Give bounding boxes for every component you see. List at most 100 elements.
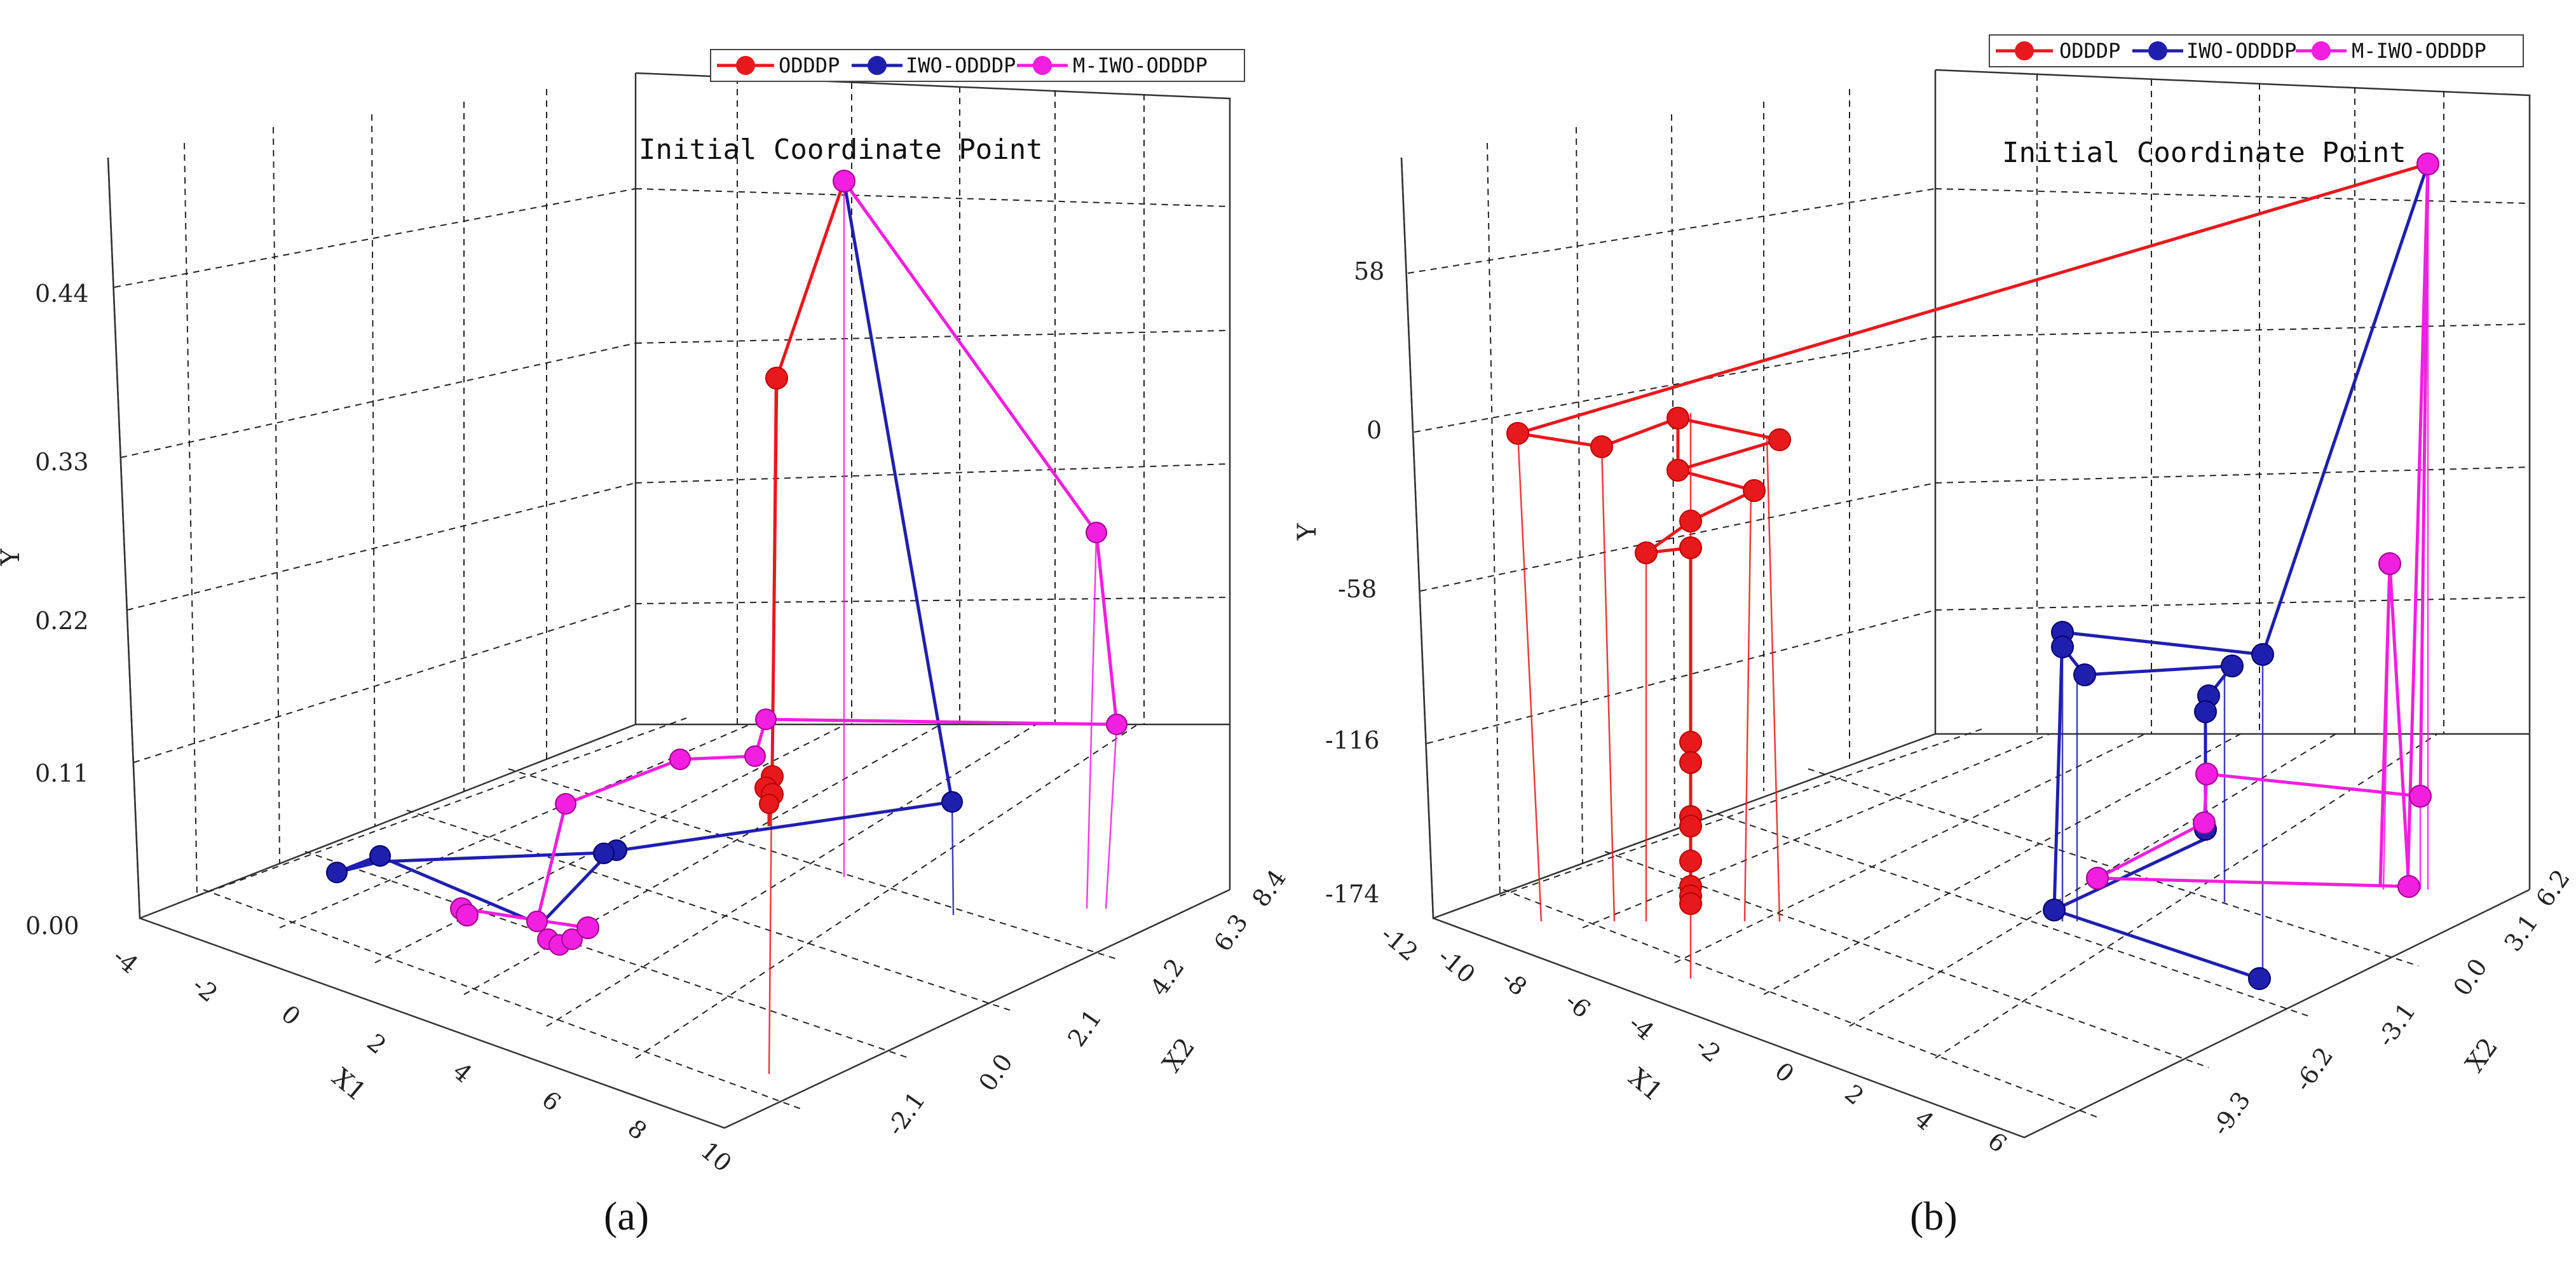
data-point xyxy=(561,928,583,950)
chart-line xyxy=(1400,157,1435,919)
chart-line xyxy=(371,114,376,827)
x2-tick: 0.0 xyxy=(973,1048,1018,1096)
series-line xyxy=(2050,163,2430,980)
chart-line xyxy=(1600,444,1616,922)
series-line xyxy=(2052,632,2064,911)
series-line xyxy=(767,180,846,826)
chart-line xyxy=(1763,733,2241,995)
data-point xyxy=(759,794,779,814)
chart-line xyxy=(1516,431,1543,922)
panel-b-drop-lines xyxy=(1516,164,2429,979)
x1-axis-title: X1 xyxy=(327,1062,372,1107)
x2-axis-title: X2 xyxy=(2460,1033,2504,1078)
series-line xyxy=(461,180,1119,946)
x2-axis-title: X2 xyxy=(1157,1033,1201,1078)
chart-line xyxy=(1499,727,1987,897)
data-point xyxy=(833,170,855,193)
chart-line xyxy=(304,851,910,1059)
panel-a-y-axis: 0.00 0.11 0.22 0.33 0.44 Y xyxy=(0,280,89,940)
data-point xyxy=(765,367,788,390)
chart-line xyxy=(273,126,280,865)
chart-line xyxy=(635,72,1231,724)
x1-tick: -8 xyxy=(1496,965,1532,1001)
x2-tick: -6.2 xyxy=(2289,1042,2338,1096)
panel-b-series-miwo xyxy=(2086,153,2439,898)
x2-tick: -9.3 xyxy=(2206,1087,2256,1141)
drop-line xyxy=(951,801,955,916)
data-point xyxy=(369,845,391,867)
data-point xyxy=(736,56,755,75)
x2-tick: 3.1 xyxy=(2498,909,2544,956)
drop-line xyxy=(1105,724,1118,909)
legend-label: ODDDP xyxy=(2059,39,2120,63)
chart-line xyxy=(114,188,636,288)
y-tick: 58 xyxy=(1354,257,1384,285)
chart-line xyxy=(635,188,1230,207)
chart-line xyxy=(1420,482,1936,592)
x1-tick: -10 xyxy=(1433,942,1480,989)
data-point xyxy=(1679,892,1702,915)
chart-line xyxy=(1935,733,2438,1059)
panel-label: (a) xyxy=(604,1193,649,1238)
panel-a-legend: ODDDP IWO-ODDDP M-IWO-ODDDP xyxy=(710,49,1245,82)
data-point xyxy=(326,862,348,883)
chart-line xyxy=(1674,733,2146,963)
data-point xyxy=(2015,41,2034,60)
x2-tick: 8.4 xyxy=(1246,864,1291,912)
data-point xyxy=(1679,815,1702,838)
y-tick: 0.44 xyxy=(35,280,89,308)
x2-tick: -2.1 xyxy=(881,1087,930,1141)
chart-line xyxy=(1849,733,2336,1027)
data-point xyxy=(1590,435,1613,458)
chart-line xyxy=(1433,888,2530,1139)
series-line xyxy=(2406,163,2430,887)
x1-tick: -4 xyxy=(107,942,144,979)
chart-line xyxy=(635,724,1138,1059)
x1-tick: 4 xyxy=(447,1057,477,1088)
data-point xyxy=(1743,479,1766,502)
data-point xyxy=(1106,714,1128,735)
y-tick: 0.22 xyxy=(35,607,89,635)
data-point xyxy=(2416,153,2439,175)
x2-tick: 0.0 xyxy=(2448,953,2493,1001)
data-point xyxy=(1635,541,1658,564)
panel-b-grid xyxy=(1400,69,2531,1139)
panel-b: -174 -116 -58 0 58 Y -12 -10 -8 -6 -4 -2… xyxy=(1293,34,2575,1238)
panel-b-x2-axis: -9.3 -6.2 -3.1 0.0 3.1 6.2 X2 xyxy=(2206,864,2575,1141)
data-point xyxy=(2409,785,2432,808)
panel-b-legend: ODDDP IWO-ODDDP M-IWO-ODDDP xyxy=(1989,34,2524,67)
x1-tick: -2 xyxy=(187,971,223,1008)
legend-label: M-IWO-ODDDP xyxy=(2352,39,2486,63)
chart-line xyxy=(546,724,1037,1027)
series-line xyxy=(1517,162,2429,902)
data-point xyxy=(2073,663,2096,686)
chart-line xyxy=(463,724,941,995)
chart-line xyxy=(1935,69,2531,734)
data-point xyxy=(1768,428,1791,451)
chart-line xyxy=(120,343,636,458)
chart-line xyxy=(1706,810,2311,1017)
chart-line xyxy=(1414,336,1936,433)
data-point xyxy=(2148,41,2167,60)
data-point xyxy=(1666,407,1689,430)
data-point xyxy=(2193,811,2216,834)
x1-tick: 0 xyxy=(1769,1057,1799,1088)
panel-b-series-odddp xyxy=(1506,162,2429,915)
initial-point-annotation: Initial Coordinate Point xyxy=(2002,137,2406,169)
x1-tick: 10 xyxy=(695,1136,737,1177)
data-point xyxy=(744,745,766,767)
chart-line xyxy=(203,889,801,1109)
y-tick: -174 xyxy=(1325,880,1379,908)
chart-line xyxy=(133,603,636,763)
data-point xyxy=(2248,967,2271,990)
data-point xyxy=(526,911,548,932)
panel-a-drop-lines xyxy=(768,181,1118,1075)
series-line xyxy=(2096,163,2430,888)
data-point xyxy=(868,56,887,75)
chart-line xyxy=(184,142,198,897)
drop-line xyxy=(1086,532,1098,909)
data-point xyxy=(1679,510,1702,533)
x1-tick: -12 xyxy=(1375,920,1423,967)
panel-a-series-odddp xyxy=(754,180,846,826)
panel-b-series-iwo xyxy=(2043,163,2430,990)
